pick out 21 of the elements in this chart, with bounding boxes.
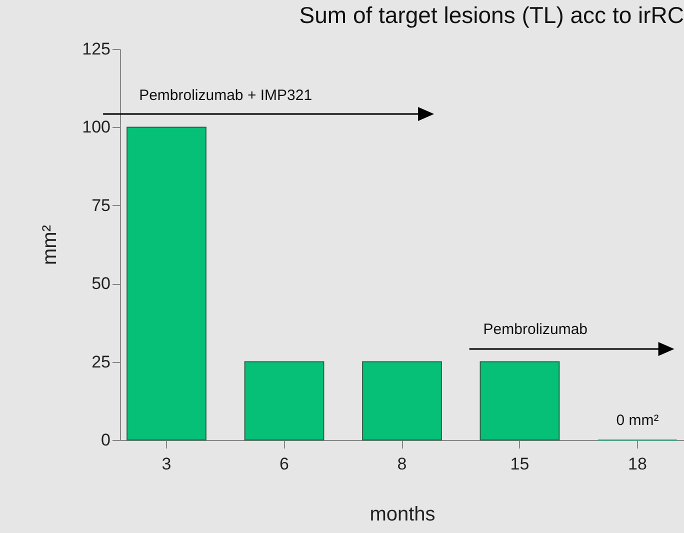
bar xyxy=(362,361,442,440)
x-tick-label: 6 xyxy=(280,454,289,474)
bar xyxy=(244,361,324,440)
y-tick-label: 50 xyxy=(92,274,110,294)
y-tick-label: 125 xyxy=(82,40,110,58)
x-tick-label: 3 xyxy=(162,454,172,474)
chart-title: Sum of target lesions (TL) acc to irRC xyxy=(299,2,684,28)
y-tick-label: 25 xyxy=(92,352,110,372)
annotation: Pembrolizumab + IMP321 xyxy=(139,87,312,104)
annotation: 0 mm² xyxy=(616,412,659,429)
x-tick-label: 8 xyxy=(397,454,407,474)
annotation: Pembrolizumab xyxy=(483,321,588,338)
x-axis-title: months xyxy=(370,504,436,526)
y-tick-label: 100 xyxy=(82,118,110,137)
y-tick-label: 75 xyxy=(92,196,110,215)
x-tick-label: 18 xyxy=(628,454,647,474)
x-tick-label: 15 xyxy=(510,454,530,474)
bar xyxy=(480,361,560,440)
y-axis-title: mm² xyxy=(39,224,62,265)
bar xyxy=(126,126,206,440)
y-tick-label: 0 xyxy=(101,430,110,450)
